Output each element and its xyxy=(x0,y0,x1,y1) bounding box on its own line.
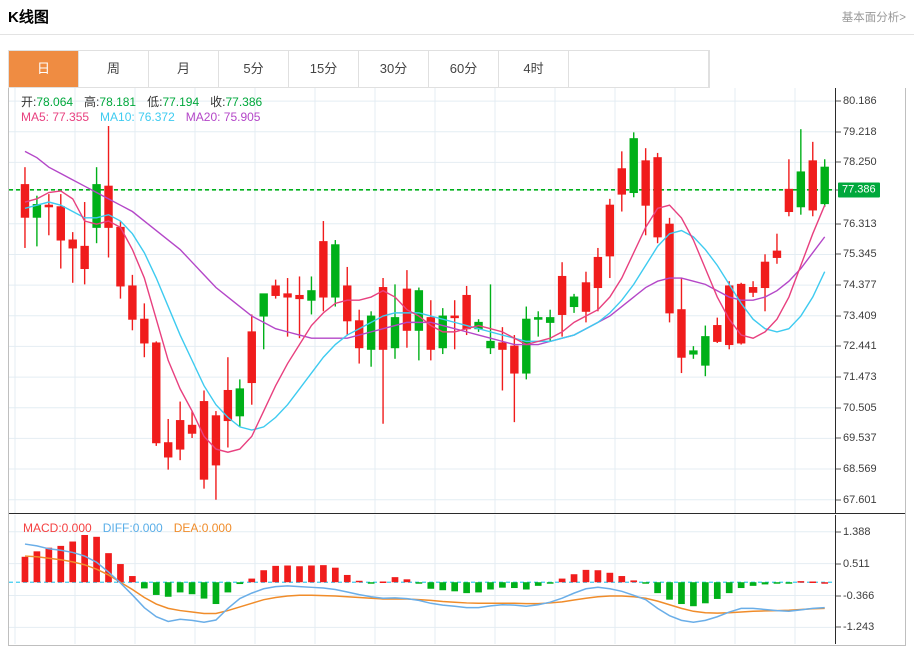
price-axis-tick xyxy=(836,315,841,317)
kline-plot[interactable] xyxy=(9,88,835,513)
macd-panel: 1.388 0.511 -0.366 -1.243 MACD:0.000 DIFF:0.… xyxy=(9,515,905,644)
macd-plot[interactable] xyxy=(9,515,835,644)
price-axis-label: 79.218 xyxy=(843,125,877,138)
price-axis-tick xyxy=(836,284,841,286)
price-axis-tick xyxy=(836,499,841,501)
tab-0[interactable]: 日 xyxy=(9,51,79,87)
price-axis-tick xyxy=(836,407,841,409)
price-axis-tick xyxy=(836,253,841,255)
kline-panel: 80.186 79.218 78.250 77.386 76.313 75.345 74.3… xyxy=(9,88,905,514)
tab-bar-filler xyxy=(569,51,709,87)
tab-2[interactable]: 月 xyxy=(149,51,219,87)
price-axis-label: 74.377 xyxy=(843,279,877,292)
page-header: K线图 基本面分析> xyxy=(0,0,914,35)
price-axis-label: 78.250 xyxy=(843,156,877,169)
price-axis: 80.186 79.218 78.250 77.386 76.313 75.345 74.3… xyxy=(835,88,905,513)
price-axis-tick xyxy=(836,100,841,102)
price-axis-tick xyxy=(836,161,841,163)
price-axis-tick xyxy=(836,131,841,133)
macd-axis-tick xyxy=(836,626,841,628)
macd-axis-label: -0.366 xyxy=(843,589,875,602)
macd-svg xyxy=(9,515,835,644)
price-axis-label: 72.441 xyxy=(843,340,877,353)
macd-axis-tick xyxy=(836,563,841,565)
price-axis-label: 67.601 xyxy=(843,493,877,506)
price-axis-label: 73.409 xyxy=(843,309,877,322)
tab-5[interactable]: 30分 xyxy=(359,51,429,87)
tab-3[interactable]: 5分 xyxy=(219,51,289,87)
macd-axis-label: 0.511 xyxy=(843,557,870,570)
tab-1[interactable]: 周 xyxy=(79,51,149,87)
chart-container: 80.186 79.218 78.250 77.386 76.313 75.345 74.3… xyxy=(8,88,906,646)
price-axis-label: 69.537 xyxy=(843,432,877,445)
price-axis-label: 71.473 xyxy=(843,371,877,384)
price-axis-label: 80.186 xyxy=(843,95,877,108)
fundamental-analysis-link[interactable]: 基本面分析> xyxy=(841,12,906,24)
kline-svg xyxy=(9,88,835,513)
tab-6[interactable]: 60分 xyxy=(429,51,499,87)
current-price-label: 77.386 xyxy=(838,182,880,198)
page-title: K线图 xyxy=(8,9,49,26)
macd-axis-label: 1.388 xyxy=(843,525,871,538)
tab-7[interactable]: 4时 xyxy=(499,51,569,87)
tab-4[interactable]: 15分 xyxy=(289,51,359,87)
macd-axis-label: -1.243 xyxy=(843,621,875,634)
price-axis-label: 70.505 xyxy=(843,401,877,414)
price-axis-label: 76.313 xyxy=(843,217,877,230)
price-axis-label: 68.569 xyxy=(843,463,877,476)
price-axis-tick xyxy=(836,376,841,378)
price-axis-tick xyxy=(836,345,841,347)
period-tab-bar: 日周月 5分 15分 30分 60分 4时 xyxy=(8,50,710,88)
macd-axis-tick xyxy=(836,531,841,533)
macd-axis: 1.388 0.511 -0.366 -1.243 xyxy=(835,515,905,644)
price-axis-tick xyxy=(836,437,841,439)
price-axis-tick xyxy=(836,223,841,225)
macd-axis-tick xyxy=(836,595,841,597)
price-axis-label: 75.345 xyxy=(843,248,877,261)
price-axis-tick xyxy=(836,468,841,470)
